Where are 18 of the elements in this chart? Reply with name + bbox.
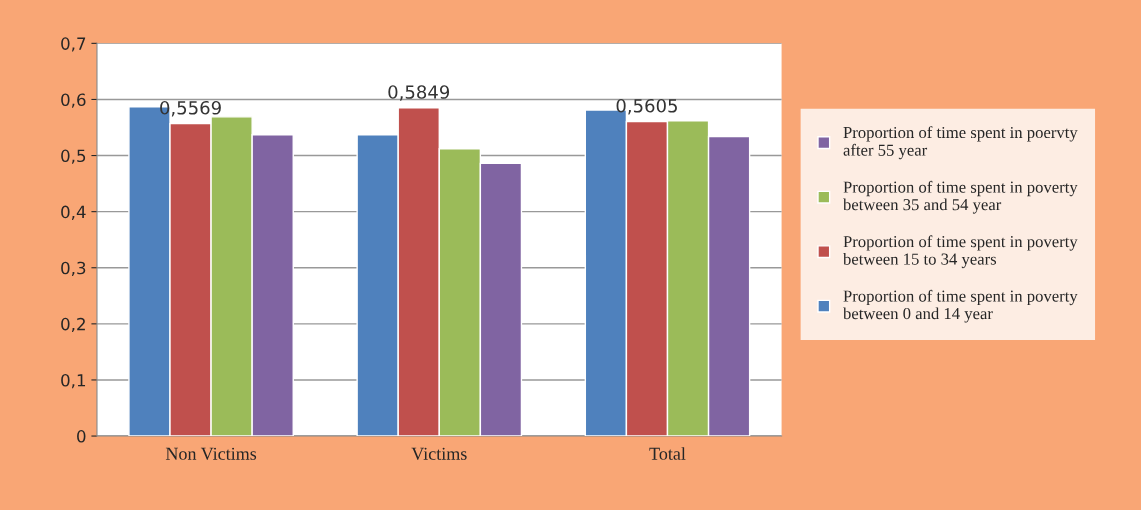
y-tick-label: 0,6: [61, 93, 86, 108]
x-tick-label: Non Victims: [165, 447, 257, 460]
x-tick-label: Victims: [411, 447, 467, 460]
y-tick-label: 0,3: [61, 261, 86, 277]
x-tick-label: Total: [649, 447, 686, 460]
data-label: 0,5605: [616, 98, 677, 115]
legend-label: Proportion of time spent in poverty between 0 and 14 year: [842, 289, 1078, 323]
legend-label: Proportion of time spent in poverty between 15 to 34 years: [842, 235, 1078, 269]
y-tick-label: 0,2: [61, 317, 85, 333]
y-tick-label: 0,4: [61, 205, 86, 220]
data-label: 0,5849: [388, 85, 450, 101]
y-tick-label: 0,1: [61, 373, 86, 389]
legend-label: Proportion of time spent in poervty after 55 year: [843, 126, 1078, 160]
y-tick-label: 0: [77, 430, 86, 443]
y-tick-label: 0,7: [61, 37, 86, 52]
data-label: 0,5569: [160, 100, 221, 117]
y-tick-label: 0,5: [61, 149, 86, 164]
legend-label: Proportion of time spent in poverty between 35 and 54 year: [842, 180, 1078, 214]
